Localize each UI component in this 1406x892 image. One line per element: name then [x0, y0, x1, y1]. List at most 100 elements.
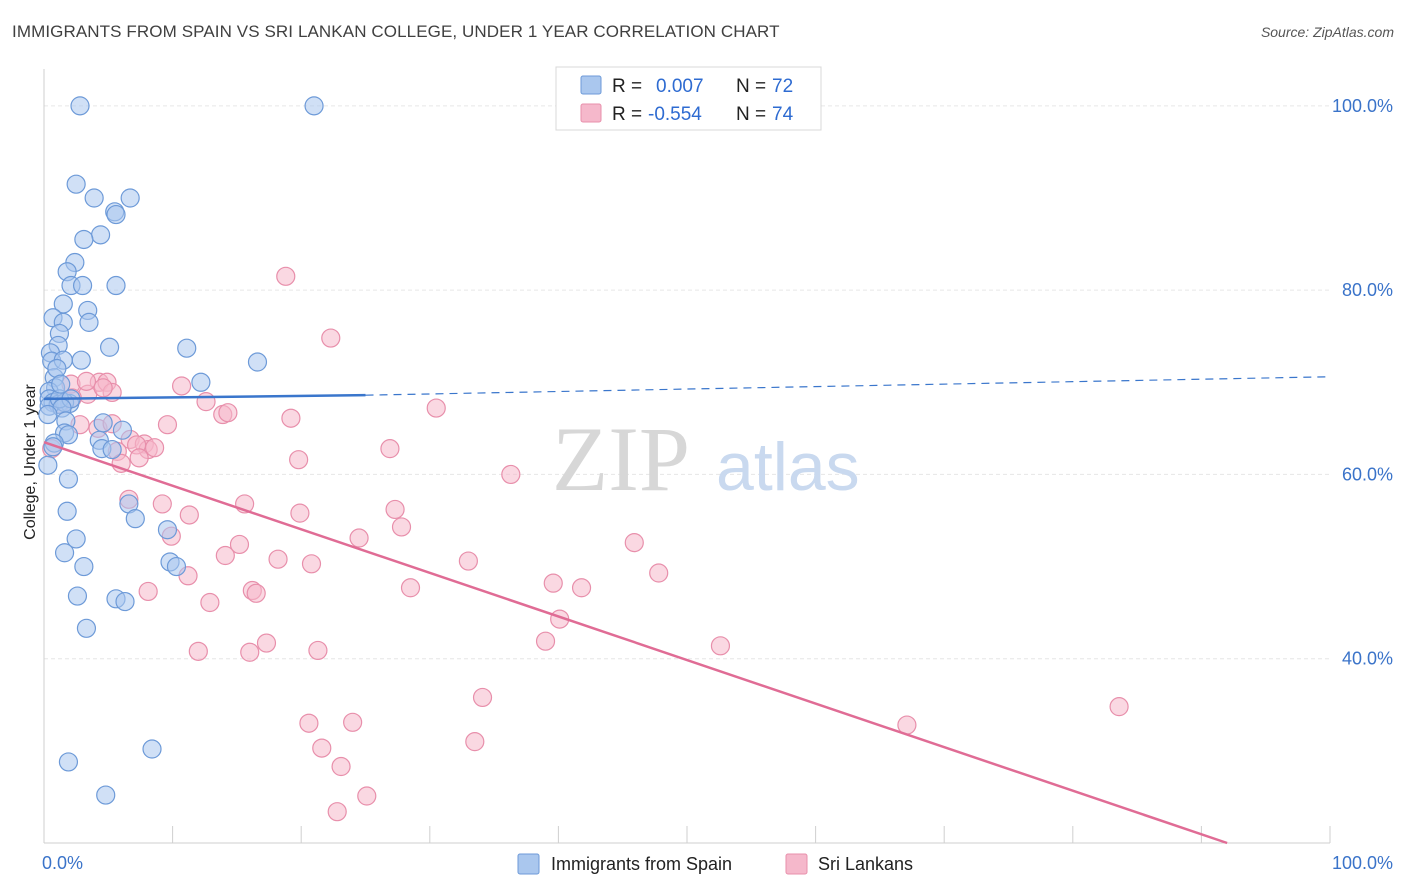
- y-tick-label: 80.0%: [1342, 280, 1393, 300]
- spain-point: [43, 437, 63, 457]
- sri-lankan-point: [710, 636, 731, 656]
- sri-lankan-point: [218, 403, 238, 423]
- legend-r-value-spain: 0.007: [656, 76, 704, 97]
- sri-lankan-point: [76, 371, 97, 391]
- sri-lankan-point: [268, 549, 288, 569]
- spain-point: [115, 591, 135, 612]
- sri-lankan-point: [229, 534, 250, 555]
- spain-trend-extension: [365, 376, 1331, 396]
- x-tick-label: 100.0%: [1332, 853, 1393, 873]
- sri-lankan-point: [426, 398, 446, 418]
- legend-swatch-sri-lankans: [580, 103, 602, 123]
- sri-lankan-point: [281, 408, 301, 428]
- spain-point: [99, 337, 120, 357]
- sri-lankan-point: [157, 415, 178, 435]
- spain-point: [74, 229, 94, 250]
- spain-point: [120, 188, 140, 208]
- legend-n-value-spain: 72: [772, 76, 793, 97]
- sri-lankan-point: [321, 328, 341, 348]
- sri-lankan-point: [289, 450, 309, 470]
- sri-lankan-point: [200, 592, 220, 613]
- tick-labels: 40.0% 60.0% 80.0% 100.0% 0.0% 100.0%: [42, 96, 1393, 873]
- spain-point: [71, 350, 91, 370]
- legend-label-spain: Immigrants from Spain: [551, 854, 732, 874]
- y-tick-label: 60.0%: [1342, 464, 1393, 484]
- sri-lankan-point: [299, 713, 319, 733]
- x-tick-label: 0.0%: [42, 853, 83, 873]
- y-tick-label: 40.0%: [1342, 649, 1393, 669]
- trend-layer: [43, 376, 1331, 845]
- sri-lankan-point: [276, 266, 296, 286]
- legend-swatch-sri-lankans: [785, 853, 808, 875]
- sri-lankan-point: [256, 633, 277, 653]
- sri-lankan-point: [1109, 697, 1129, 717]
- legend-swatch-spain: [517, 853, 540, 875]
- spain-point: [67, 586, 88, 606]
- legend-r-value-sri-lankans: -0.554: [648, 104, 702, 125]
- sri-lankan-point: [179, 505, 199, 525]
- sri-lankan-point: [624, 533, 644, 553]
- sri-lankan-point: [246, 583, 266, 603]
- spain-point: [90, 225, 111, 245]
- grid-layer: [44, 105, 1330, 660]
- series-legend: Immigrants from Spain Sri Lankans: [517, 853, 913, 875]
- spain-point: [125, 509, 145, 529]
- sri-lankan-point: [343, 712, 363, 732]
- sri-lankan-point: [308, 640, 328, 661]
- correlation-legend: R = 0.007 N = 72 R = -0.554 N = 74: [555, 66, 822, 131]
- spain-point: [51, 374, 71, 394]
- spain-point: [38, 404, 58, 425]
- chart-source: Source: ZipAtlas.com: [1260, 24, 1394, 40]
- spain-point: [58, 469, 79, 489]
- spain-point: [58, 425, 79, 445]
- legend-r-label: R =: [612, 104, 642, 125]
- spain-point: [79, 312, 99, 332]
- sri-lankan-point: [400, 578, 421, 598]
- spain-point: [58, 752, 79, 772]
- legend-r-label: R =: [612, 76, 642, 97]
- spain-point: [166, 556, 187, 577]
- sri-lankan-point: [357, 786, 377, 806]
- sri-lankan-point: [312, 738, 332, 758]
- sri-lankan-point: [465, 732, 485, 752]
- spain-point: [106, 275, 126, 296]
- spain-point: [157, 520, 178, 540]
- chart-title: IMMIGRANTS FROM SPAIN VS SRI LANKAN COLL…: [12, 22, 780, 41]
- legend-n-value-sri-lankans: 74: [772, 104, 794, 125]
- spain-point: [112, 420, 133, 440]
- spain-point: [142, 739, 162, 759]
- axis-layer: [43, 69, 1331, 844]
- spain-point: [247, 352, 268, 372]
- sri-lankan-point: [301, 554, 322, 574]
- sri-lankan-point: [458, 551, 478, 571]
- spain-point: [38, 455, 58, 475]
- spain-point: [304, 96, 324, 116]
- spain-point: [191, 372, 211, 392]
- sri-lankan-point: [215, 545, 235, 566]
- sri-lankan-point: [188, 641, 208, 661]
- sri-lankan-point: [290, 503, 310, 523]
- sri-lankan-point: [196, 392, 216, 412]
- spain-point: [70, 96, 90, 116]
- y-tick-label: 100.0%: [1332, 96, 1393, 116]
- sri-lankan-point: [129, 448, 149, 468]
- spain-point: [96, 785, 116, 805]
- spain-point: [74, 556, 94, 577]
- spain-point: [102, 439, 122, 460]
- legend-n-label: N =: [736, 104, 766, 125]
- spain-point: [72, 275, 93, 296]
- sri-lankan-point: [543, 573, 563, 593]
- sri-lankan-point: [144, 438, 165, 458]
- spain-point: [76, 618, 97, 638]
- watermark-atlas: atlas: [716, 429, 860, 505]
- sri-lankan-point: [138, 581, 158, 602]
- sri-lankan-point: [391, 517, 412, 537]
- sri-lankan-point: [240, 642, 260, 662]
- sri-lankan-point: [535, 631, 556, 651]
- sri-lankan-point: [649, 563, 669, 583]
- sri-lankan-point: [93, 378, 113, 398]
- spain-point: [106, 204, 126, 225]
- sri-lankan-point: [172, 376, 192, 396]
- spain-point: [177, 338, 197, 358]
